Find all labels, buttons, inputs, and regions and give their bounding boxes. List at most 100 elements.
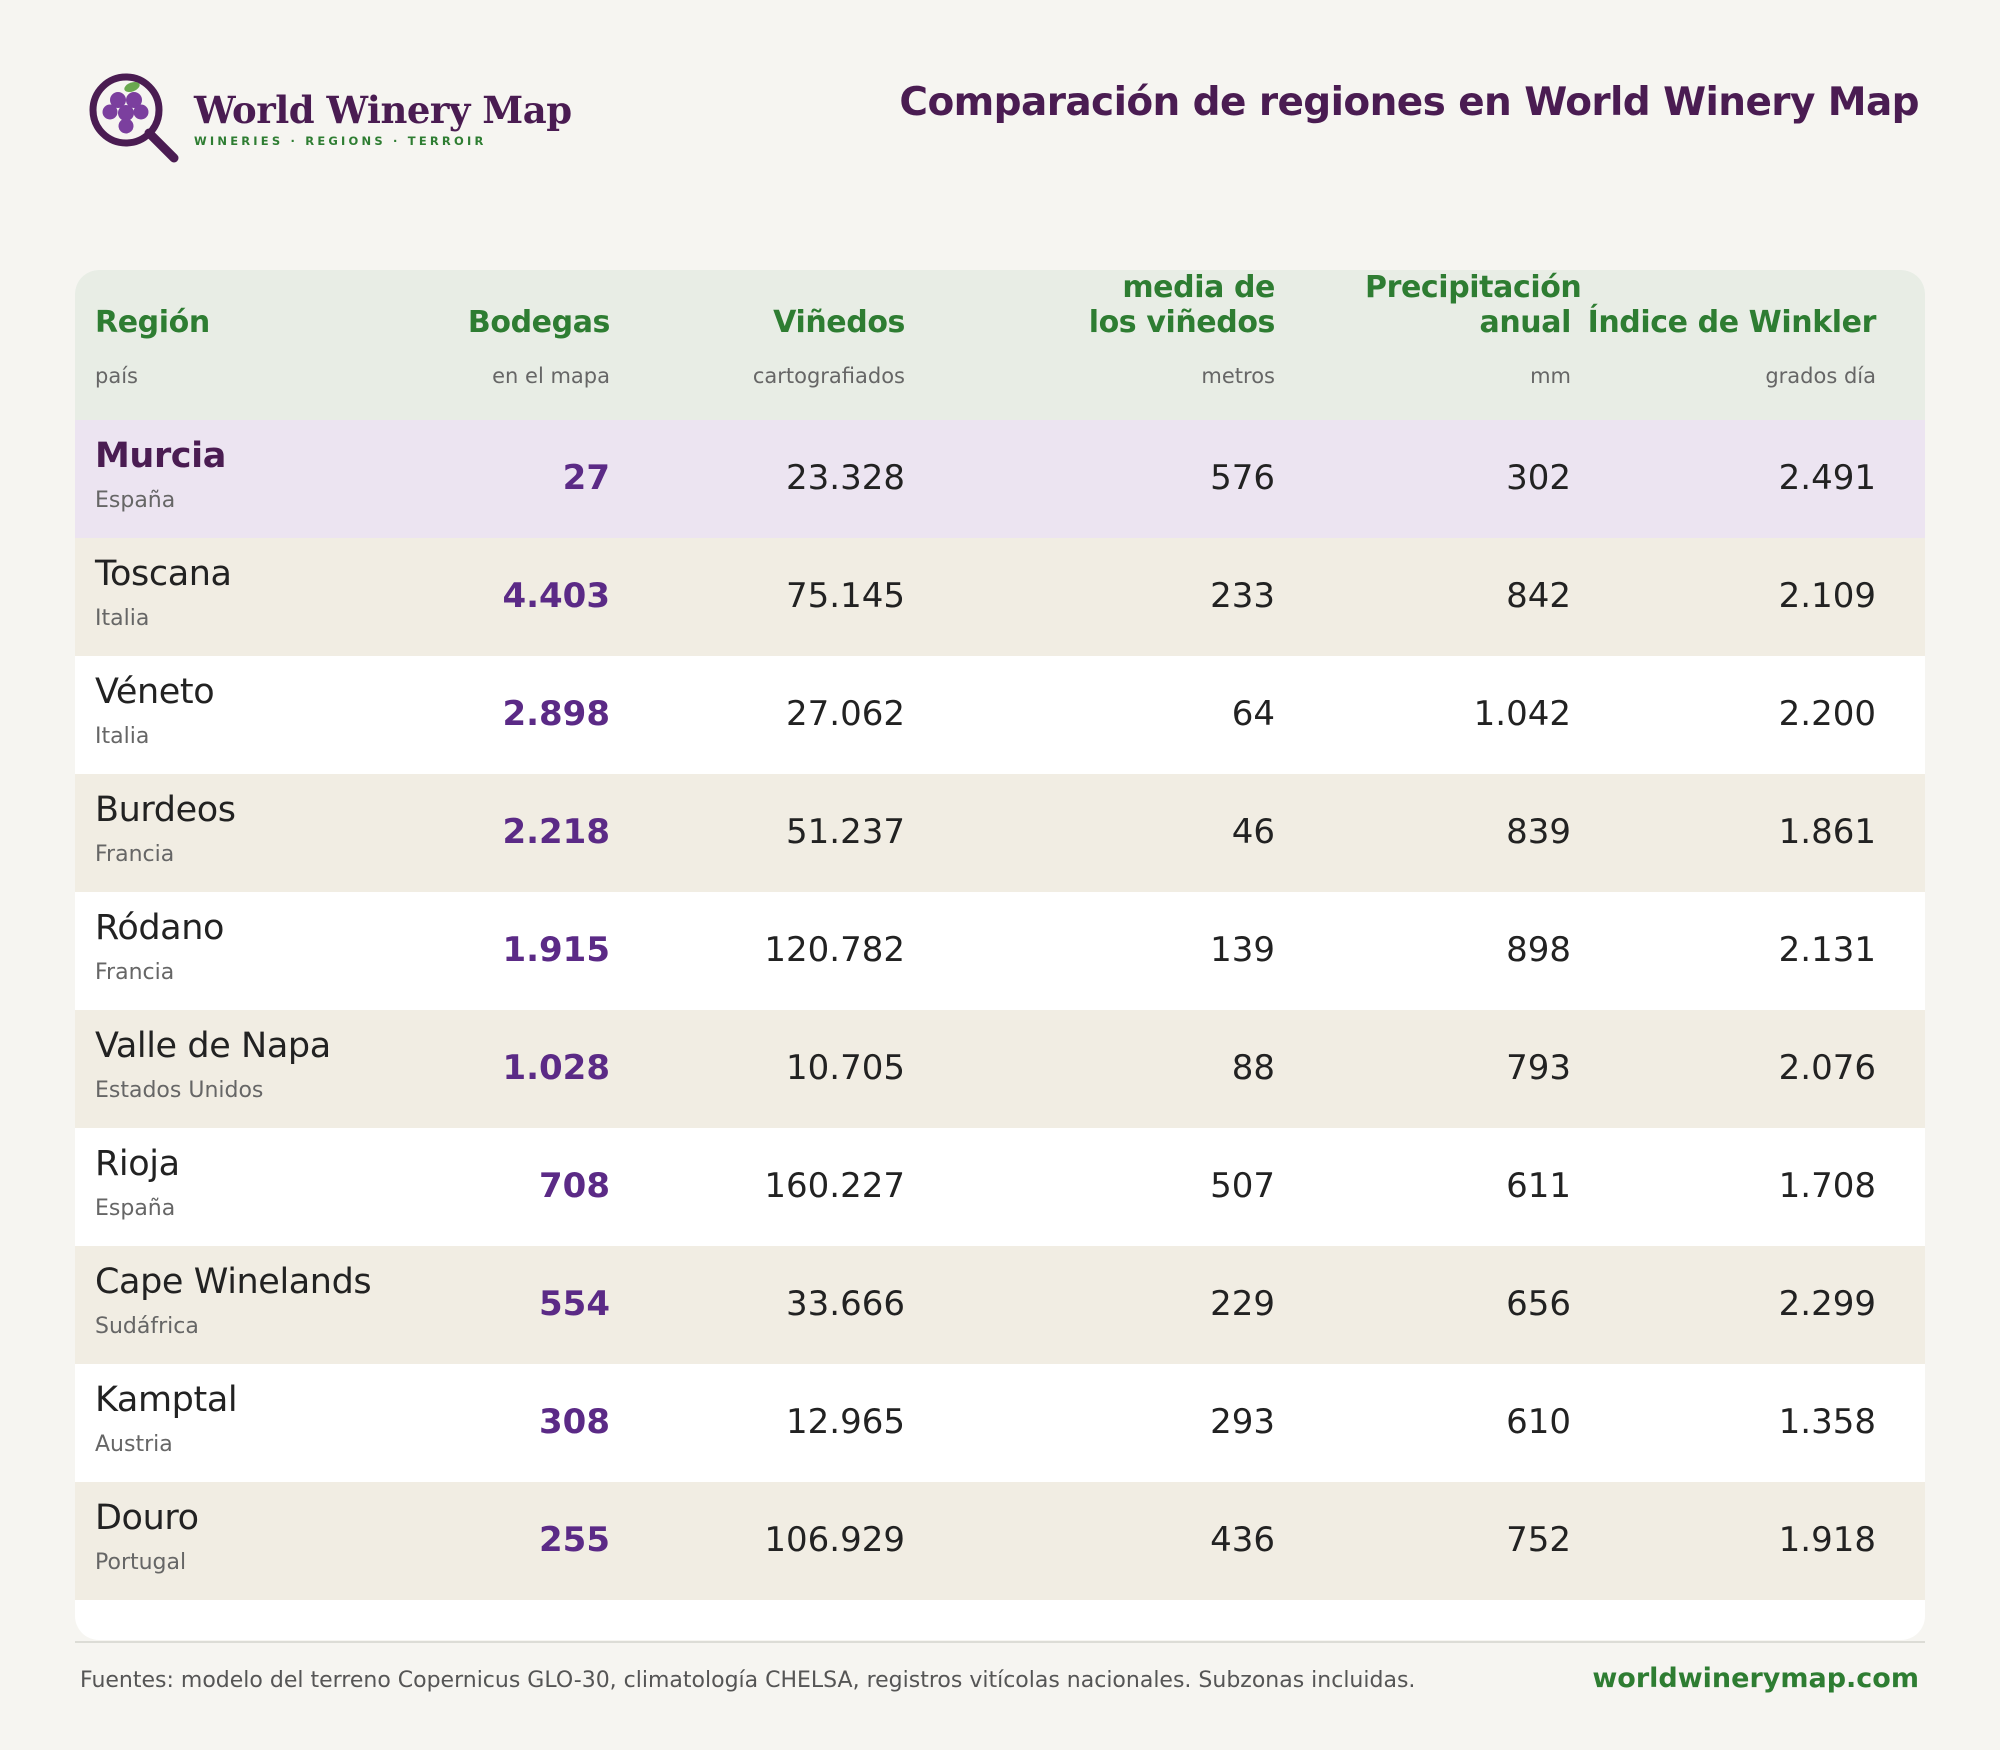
header-precipitation: Precipitación anual mm: [1365, 270, 1582, 420]
header-sublabel: grados día: [1765, 364, 1876, 388]
altitude-cell: 64: [1231, 694, 1275, 734]
header-winkler: Índice de Winkler grados día: [1575, 270, 1877, 420]
header-sublabel: metros: [1201, 364, 1275, 388]
vineyards-cell: 10.705: [786, 1048, 905, 1088]
precip-cell: 656: [1506, 1284, 1571, 1324]
altitude-cell: 46: [1231, 812, 1275, 852]
footer-link[interactable]: worldwinerymap.com: [1592, 1663, 1919, 1694]
region-country: Austria: [95, 1432, 173, 1457]
region-country: España: [95, 488, 176, 513]
header-sublabel: en el mapa: [492, 364, 610, 388]
table-row[interactable]: Burdeos Francia 2.218 51.237 46 839 1.861: [75, 774, 1925, 892]
altitude-cell: 436: [1210, 1520, 1275, 1560]
precip-cell: 302: [1506, 458, 1571, 498]
region-country: Estados Unidos: [95, 1078, 264, 1103]
winkler-cell: 2.076: [1778, 1048, 1876, 1088]
brand-name: World Winery Map: [194, 88, 572, 132]
vineyards-cell: 33.666: [786, 1284, 905, 1324]
precip-cell: 752: [1506, 1520, 1571, 1560]
table-row[interactable]: Kamptal Austria 308 12.965 293 610 1.358: [75, 1364, 1925, 1482]
winkler-cell: 2.200: [1778, 694, 1876, 734]
header-wineries: Bodegas en el mapa: [385, 270, 610, 420]
header-sublabel: cartografiados: [752, 364, 905, 388]
header-vineyards: Viñedos cartografiados: [635, 270, 906, 420]
table-row[interactable]: Véneto Italia 2.898 27.062 64 1.042 2.200: [75, 656, 1925, 774]
vineyards-cell: 23.328: [786, 458, 905, 498]
region-country: Sudáfrica: [95, 1314, 199, 1339]
precip-cell: 610: [1506, 1402, 1571, 1442]
table-row[interactable]: Douro Portugal 255 106.929 436 752 1.918: [75, 1482, 1925, 1600]
region-name: Ródano: [95, 908, 225, 948]
table-row[interactable]: Valle de Napa Estados Unidos 1.028 10.705 88…: [75, 1010, 1925, 1128]
altitude-cell: 507: [1210, 1166, 1275, 1206]
altitude-cell: 293: [1210, 1402, 1275, 1442]
winkler-cell: 1.861: [1778, 812, 1876, 852]
header-label: Bodegas: [467, 305, 610, 340]
region-name: Cape Winelands: [95, 1262, 372, 1302]
winkler-cell: 2.491: [1778, 458, 1876, 498]
table-row[interactable]: Murcia España 27 23.328 576 302 2.491: [75, 420, 1925, 538]
vineyards-cell: 120.782: [764, 930, 905, 970]
winkler-cell: 2.109: [1778, 576, 1876, 616]
header-region: Región país: [95, 270, 395, 420]
region-country: Francia: [95, 960, 175, 985]
region-name: Toscana: [95, 554, 232, 594]
table-row[interactable]: Rioja España 708 160.227 507 611 1.708: [75, 1128, 1925, 1246]
brand-tagline: WINERIES · REGIONS · TERROIR: [194, 134, 487, 148]
header-sublabel: mm: [1530, 364, 1571, 388]
region-country: Francia: [95, 842, 175, 867]
header-label: Altitud media de los viñedos: [1088, 270, 1276, 340]
comparison-table: Región país Bodegas en el mapa Viñedos c…: [75, 270, 1925, 1640]
footer-divider: [75, 1641, 1925, 1643]
page-title: Comparación de regiones en World Winery …: [899, 80, 1919, 125]
header-label: Índice de Winkler: [1587, 305, 1877, 340]
vineyards-cell: 75.145: [786, 576, 905, 616]
vineyards-cell: 12.965: [786, 1402, 905, 1442]
wineries-cell: 308: [539, 1402, 610, 1442]
altitude-cell: 576: [1210, 458, 1275, 498]
altitude-cell: 229: [1210, 1284, 1275, 1324]
header-label: Viñedos: [773, 305, 905, 340]
region-country: Italia: [95, 606, 150, 631]
table-row[interactable]: Ródano Francia 1.915 120.782 139 898 2.131: [75, 892, 1925, 1010]
altitude-cell: 139: [1210, 930, 1275, 970]
vineyards-cell: 27.062: [786, 694, 905, 734]
winkler-cell: 1.708: [1778, 1166, 1876, 1206]
region-name: Douro: [95, 1498, 199, 1538]
region-name: Valle de Napa: [95, 1026, 331, 1066]
winkler-cell: 1.358: [1778, 1402, 1876, 1442]
header-label: Precipitación anual: [1365, 270, 1582, 340]
wineries-cell: 2.898: [502, 694, 610, 734]
wineries-cell: 2.218: [502, 812, 610, 852]
table-row[interactable]: Toscana Italia 4.403 75.145 233 842 2.109: [75, 538, 1925, 656]
wineries-cell: 27: [562, 458, 610, 498]
precip-cell: 793: [1506, 1048, 1571, 1088]
precip-cell: 611: [1506, 1166, 1571, 1206]
header-sublabel: país: [95, 364, 138, 388]
altitude-cell: 233: [1210, 576, 1275, 616]
precip-cell: 839: [1506, 812, 1571, 852]
vineyards-cell: 160.227: [764, 1166, 905, 1206]
brand-logo: World Winery Map WINERIES · REGIONS · TE…: [86, 70, 572, 166]
region-name: Rioja: [95, 1144, 180, 1184]
altitude-cell: 88: [1231, 1048, 1275, 1088]
wineries-cell: 1.915: [502, 930, 610, 970]
region-name: Véneto: [95, 672, 215, 712]
region-country: España: [95, 1196, 176, 1221]
footer-sources: Fuentes: modelo del terreno Copernicus G…: [80, 1668, 1416, 1693]
wineries-cell: 255: [539, 1520, 610, 1560]
precip-cell: 1.042: [1473, 694, 1571, 734]
region-name: Burdeos: [95, 790, 236, 830]
region-name: Kamptal: [95, 1380, 238, 1420]
table-header: Región país Bodegas en el mapa Viñedos c…: [75, 270, 1925, 420]
vineyards-cell: 106.929: [764, 1520, 905, 1560]
wineries-cell: 1.028: [502, 1048, 610, 1088]
vineyards-cell: 51.237: [786, 812, 905, 852]
table-row[interactable]: Cape Winelands Sudáfrica 554 33.666 229 656 2.…: [75, 1246, 1925, 1364]
header-label: Región: [95, 305, 210, 340]
winkler-cell: 1.918: [1778, 1520, 1876, 1560]
region-country: Italia: [95, 724, 150, 749]
header-altitude: Altitud media de los viñedos metros: [1075, 270, 1276, 420]
precip-cell: 842: [1506, 576, 1571, 616]
region-country: Portugal: [95, 1550, 187, 1575]
